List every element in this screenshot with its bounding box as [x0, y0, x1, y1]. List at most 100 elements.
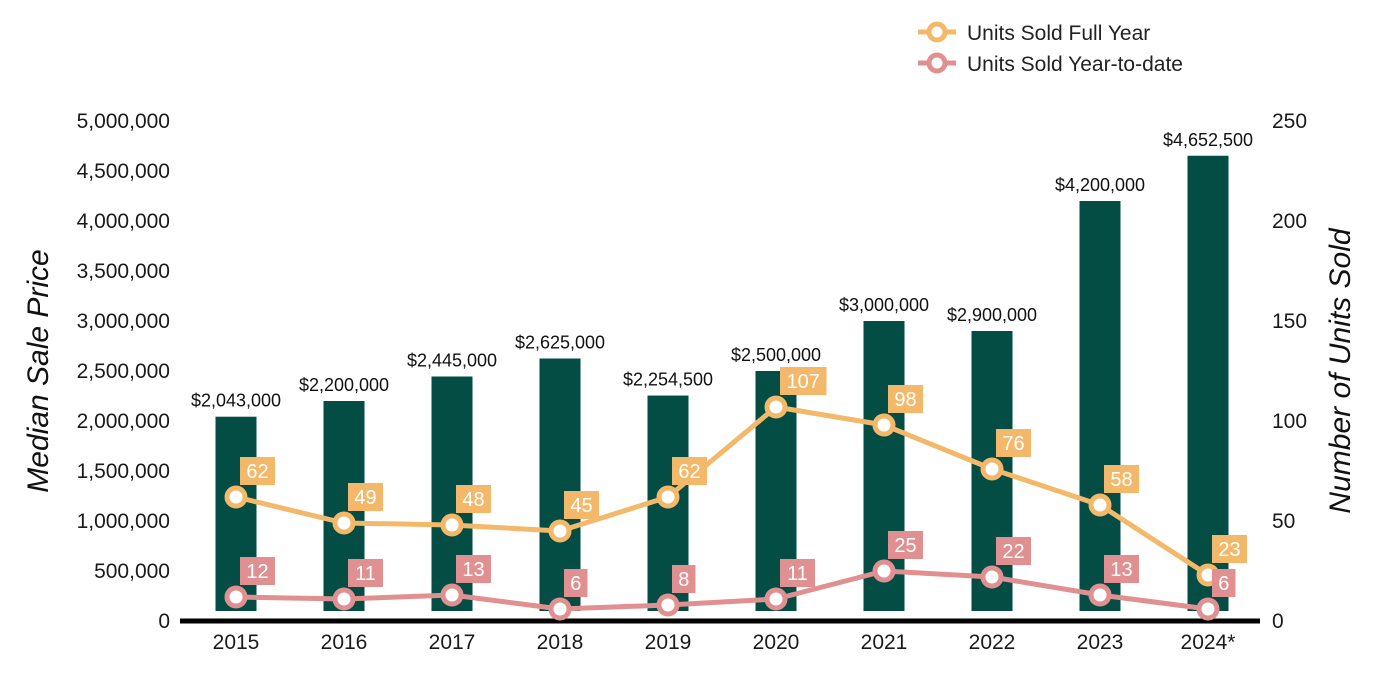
data-point	[440, 583, 464, 607]
point-value-label: 62	[678, 461, 700, 483]
x-tick-label: 2020	[753, 631, 800, 654]
bar-value-label: $2,043,000	[191, 391, 281, 411]
bar-value-label: $2,625,000	[515, 333, 605, 353]
point-value-label: 13	[462, 559, 484, 581]
point-label-box	[888, 385, 923, 413]
bar-value-label: $2,200,000	[299, 375, 389, 395]
y-tick-label: 2,500,000	[77, 360, 170, 383]
ytd-line	[235, 568, 1209, 612]
y-tick-label: 3,000,000	[77, 310, 170, 333]
data-point	[224, 485, 248, 509]
x-tick-label: 2019	[645, 631, 692, 654]
point-label-box	[996, 429, 1031, 457]
y2-tick-label: 250	[1272, 110, 1307, 133]
y-tick-label: 500,000	[94, 560, 170, 583]
bar-value-label: $4,200,000	[1055, 175, 1145, 195]
data-point	[980, 457, 1004, 481]
data-point	[548, 519, 572, 543]
y2-tick-label: 100	[1272, 410, 1307, 433]
point-value-label: 11	[355, 563, 376, 585]
point-value-label: 107	[787, 371, 820, 393]
data-point	[1196, 597, 1220, 621]
point-label-box	[780, 559, 815, 587]
legend-marker	[926, 21, 948, 43]
y-tick-label: 1,000,000	[77, 510, 170, 533]
y-tick-label: 4,500,000	[77, 160, 170, 183]
data-point	[764, 587, 788, 611]
legend-label: Units Sold Full Year	[967, 22, 1150, 45]
data-point	[1088, 583, 1112, 607]
point-value-label: 22	[1002, 541, 1024, 563]
point-value-label: 25	[894, 535, 916, 557]
point-value-label: 6	[570, 573, 581, 595]
point-value-label: 8	[678, 569, 689, 591]
data-point	[548, 597, 572, 621]
point-label-box	[1104, 465, 1139, 493]
point-label-box	[780, 367, 827, 395]
y2-tick-label: 50	[1272, 510, 1295, 533]
y-tick-label: 0	[158, 610, 170, 633]
y2-tick-label: 200	[1272, 210, 1307, 233]
x-tick-label: 2023	[1077, 631, 1124, 654]
bar-value-label: $2,254,500	[623, 370, 713, 390]
point-value-label: 98	[894, 389, 916, 411]
point-label-box	[564, 569, 588, 597]
data-point	[440, 513, 464, 537]
y2-tick-label: 150	[1272, 310, 1307, 333]
point-label-box	[240, 457, 275, 485]
data-point	[332, 587, 356, 611]
bar-value-label: $2,500,000	[731, 345, 821, 365]
x-tick-label: 2024*	[1181, 631, 1236, 654]
data-point	[764, 395, 788, 419]
point-value-label: 58	[1110, 469, 1132, 491]
bar-value-label: $2,445,000	[407, 351, 497, 371]
point-value-label: 76	[1002, 433, 1024, 455]
bar-value-label: $4,652,500	[1163, 130, 1253, 150]
point-label-box	[1104, 555, 1139, 583]
y-tick-label: 5,000,000	[77, 110, 170, 133]
x-tick-label: 2016	[321, 631, 368, 654]
y-axis-title: Median Sale Price	[22, 249, 55, 492]
legend-marker	[926, 52, 948, 74]
point-label-box	[348, 483, 383, 511]
point-label-box	[348, 559, 383, 587]
bar-value-label: $2,900,000	[947, 305, 1037, 325]
x-tick-label: 2018	[537, 631, 584, 654]
point-label-box	[672, 457, 707, 485]
y-tick-label: 3,500,000	[77, 260, 170, 283]
data-point	[332, 511, 356, 535]
y2-tick-label: 0	[1272, 610, 1284, 633]
bar-value-label: $3,000,000	[839, 295, 929, 315]
data-point	[656, 593, 680, 617]
bar	[539, 358, 581, 611]
y-tick-label: 4,000,000	[77, 210, 170, 233]
y-tick-label: 2,000,000	[77, 410, 170, 433]
point-value-label: 45	[570, 495, 592, 517]
point-label-box	[888, 531, 923, 559]
data-point	[656, 485, 680, 509]
point-label-box	[672, 565, 696, 593]
point-label-box	[240, 557, 275, 585]
data-point	[224, 585, 248, 609]
x-tick-label: 2022	[969, 631, 1016, 654]
full-year-line	[235, 404, 1210, 578]
data-point	[1088, 493, 1112, 517]
x-tick-label: 2015	[213, 631, 260, 654]
y2-axis-title: Number of Units Sold	[1324, 227, 1357, 513]
data-point	[872, 559, 896, 583]
bar	[1079, 201, 1121, 611]
legend-label: Units Sold Year-to-date	[967, 53, 1183, 76]
point-value-label: 6	[1218, 573, 1229, 595]
point-value-label: 12	[246, 561, 268, 583]
point-label-box	[456, 485, 491, 513]
point-label-box	[996, 537, 1031, 565]
point-label-box	[564, 491, 599, 519]
point-value-label: 62	[246, 461, 268, 483]
point-value-label: 48	[462, 489, 484, 511]
y-tick-label: 1,500,000	[77, 460, 170, 483]
point-value-label: 23	[1218, 539, 1240, 561]
x-tick-label: 2017	[429, 631, 476, 654]
data-point	[872, 413, 896, 437]
point-label-box	[1212, 569, 1236, 597]
